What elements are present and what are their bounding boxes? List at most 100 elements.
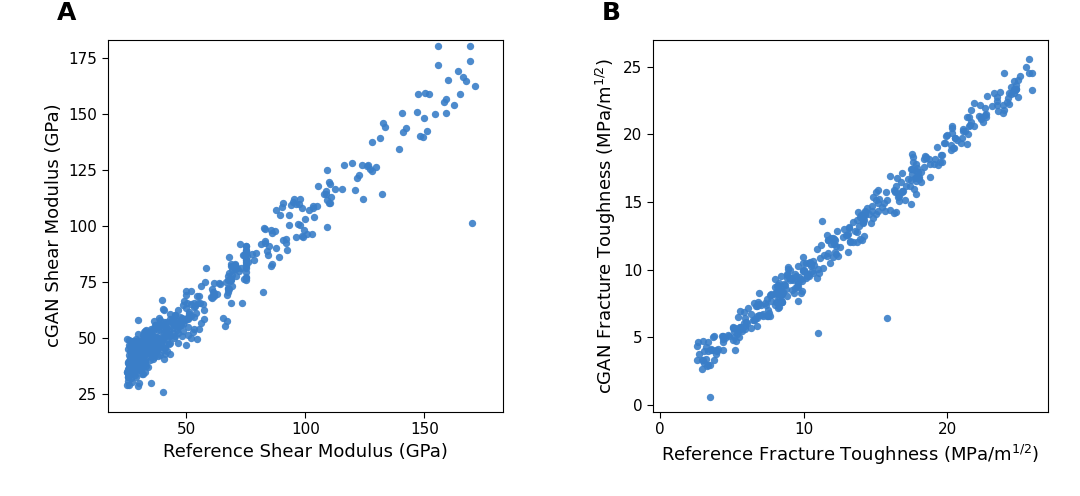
Point	[158, 340, 175, 348]
Point	[141, 349, 159, 357]
Point	[131, 353, 148, 361]
Point	[256, 225, 273, 233]
Point	[989, 107, 1007, 115]
Point	[793, 289, 810, 297]
Point	[786, 269, 804, 277]
Point	[146, 317, 163, 325]
Point	[157, 325, 174, 333]
Point	[130, 345, 147, 353]
Point	[964, 123, 982, 130]
Point	[138, 337, 156, 345]
Point	[130, 349, 147, 357]
Point	[786, 284, 804, 292]
Point	[1002, 83, 1020, 91]
Point	[149, 336, 166, 344]
Point	[715, 346, 732, 354]
Point	[264, 229, 281, 237]
Point	[420, 90, 437, 98]
Point	[173, 313, 190, 321]
Point	[289, 220, 307, 228]
Point	[234, 250, 252, 258]
Point	[238, 273, 255, 281]
Point	[805, 269, 822, 277]
Point	[416, 88, 433, 96]
Point	[170, 329, 187, 337]
Point	[270, 253, 287, 261]
Point	[139, 343, 157, 351]
Point	[696, 359, 713, 367]
Point	[164, 316, 181, 324]
Point	[129, 361, 146, 369]
Point	[185, 328, 202, 336]
Point	[889, 175, 906, 183]
Point	[909, 168, 927, 176]
Point	[217, 278, 234, 286]
Point	[139, 341, 157, 349]
Point	[220, 285, 238, 293]
Point	[238, 262, 255, 270]
Point	[864, 214, 881, 222]
Point	[132, 361, 149, 369]
Point	[777, 281, 794, 289]
Point	[732, 323, 750, 331]
Point	[170, 339, 187, 347]
Point	[696, 348, 713, 356]
Point	[203, 295, 220, 303]
Point	[255, 224, 272, 232]
Point	[437, 109, 455, 117]
Point	[287, 200, 305, 208]
Point	[126, 369, 144, 376]
Point	[262, 262, 280, 270]
Point	[127, 357, 145, 365]
Point	[688, 342, 705, 350]
Point	[809, 245, 826, 252]
Point	[855, 217, 873, 225]
Point	[119, 366, 136, 373]
Point	[854, 216, 872, 224]
Point	[703, 346, 720, 354]
Point	[881, 206, 899, 214]
Point	[132, 344, 149, 352]
Point	[864, 202, 881, 210]
Point	[1007, 86, 1024, 94]
Point	[935, 139, 953, 147]
Point	[876, 207, 893, 215]
Y-axis label: cGAN Fracture Toughness (MPa/m$^{1/2}$): cGAN Fracture Toughness (MPa/m$^{1/2}$)	[594, 58, 618, 394]
Point	[125, 337, 143, 345]
Point	[180, 308, 198, 316]
Point	[430, 61, 447, 69]
Point	[809, 329, 826, 337]
Point	[139, 341, 157, 349]
Point	[218, 291, 235, 299]
Point	[190, 325, 207, 333]
Point	[896, 196, 914, 204]
Point	[274, 199, 292, 207]
Point	[178, 287, 195, 295]
Point	[131, 361, 148, 369]
Point	[804, 267, 821, 275]
Point	[904, 165, 921, 173]
Point	[148, 346, 165, 354]
Point	[856, 211, 874, 219]
Point	[164, 324, 181, 332]
Point	[837, 232, 854, 240]
Point	[177, 291, 194, 299]
Point	[227, 265, 244, 273]
Point	[141, 347, 159, 355]
Point	[124, 368, 141, 375]
Point	[831, 243, 848, 251]
Point	[124, 337, 141, 345]
Point	[138, 346, 156, 354]
Point	[127, 346, 145, 354]
Point	[957, 126, 974, 134]
Point	[840, 223, 858, 231]
Point	[121, 357, 138, 365]
Point	[994, 109, 1011, 117]
Point	[804, 257, 821, 265]
Point	[773, 290, 791, 298]
Point	[761, 291, 779, 299]
Point	[904, 150, 921, 158]
Point	[171, 320, 188, 328]
Point	[282, 201, 299, 209]
Point	[397, 124, 415, 131]
